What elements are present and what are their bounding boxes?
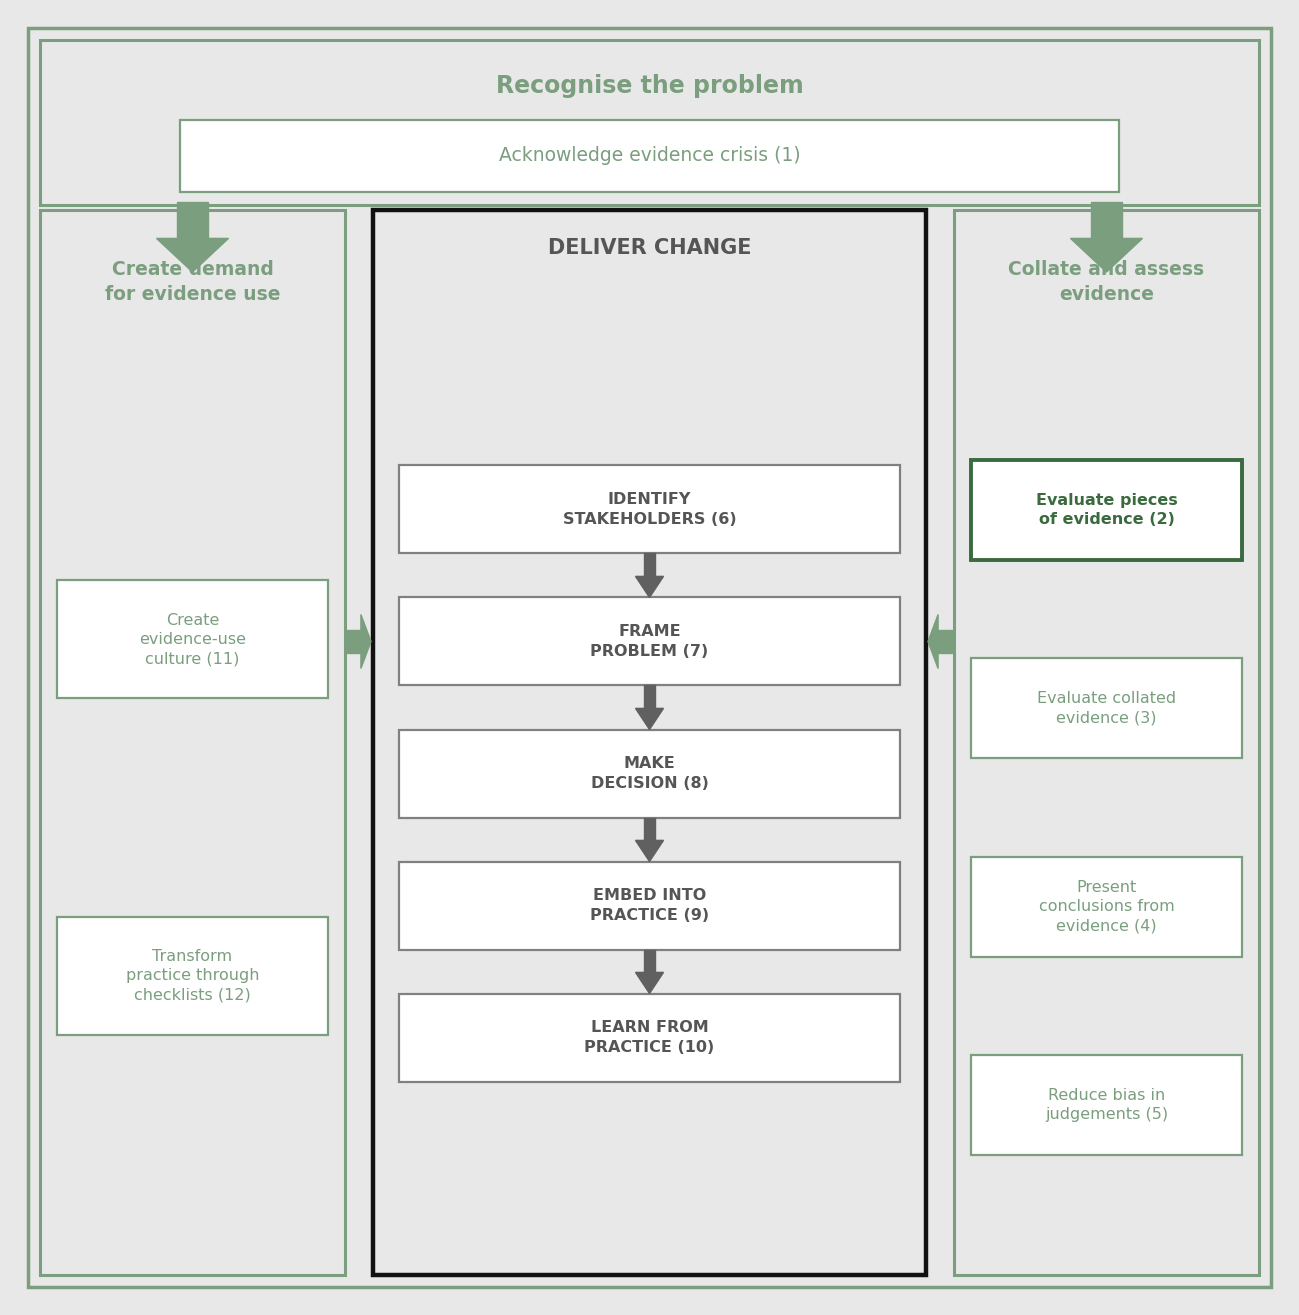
FancyBboxPatch shape xyxy=(970,460,1242,560)
FancyBboxPatch shape xyxy=(399,597,900,685)
FancyBboxPatch shape xyxy=(57,917,329,1035)
Polygon shape xyxy=(1070,238,1143,272)
Text: IDENTIFY
STAKEHOLDERS (6): IDENTIFY STAKEHOLDERS (6) xyxy=(562,492,737,526)
FancyBboxPatch shape xyxy=(970,659,1242,759)
FancyBboxPatch shape xyxy=(399,466,900,554)
Text: Collate and assess
evidence: Collate and assess evidence xyxy=(1008,260,1204,304)
Text: Evaluate pieces
of evidence (2): Evaluate pieces of evidence (2) xyxy=(1035,493,1177,527)
Polygon shape xyxy=(1091,203,1121,238)
Text: Create
evidence-use
culture (11): Create evidence-use culture (11) xyxy=(139,613,246,665)
FancyBboxPatch shape xyxy=(970,1055,1242,1155)
Polygon shape xyxy=(156,238,229,272)
Text: MAKE
DECISION (8): MAKE DECISION (8) xyxy=(591,756,708,790)
Text: Reduce bias in
judgements (5): Reduce bias in judgements (5) xyxy=(1044,1088,1168,1122)
Polygon shape xyxy=(927,614,938,668)
Polygon shape xyxy=(178,203,208,238)
Polygon shape xyxy=(643,818,656,840)
FancyBboxPatch shape xyxy=(373,210,926,1276)
Text: Transform
practice through
checklists (12): Transform practice through checklists (1… xyxy=(126,949,260,1002)
Text: FRAME
PROBLEM (7): FRAME PROBLEM (7) xyxy=(590,625,709,659)
Text: Acknowledge evidence crisis (1): Acknowledge evidence crisis (1) xyxy=(499,146,800,166)
Polygon shape xyxy=(635,576,664,597)
FancyBboxPatch shape xyxy=(953,210,1259,1276)
Polygon shape xyxy=(643,949,656,972)
FancyBboxPatch shape xyxy=(970,856,1242,956)
Text: LEARN FROM
PRACTICE (10): LEARN FROM PRACTICE (10) xyxy=(585,1020,714,1055)
FancyBboxPatch shape xyxy=(40,210,346,1276)
Polygon shape xyxy=(635,972,664,994)
Polygon shape xyxy=(347,630,361,652)
Polygon shape xyxy=(635,709,664,730)
Text: Create demand
for evidence use: Create demand for evidence use xyxy=(105,260,281,304)
Polygon shape xyxy=(635,840,664,861)
Polygon shape xyxy=(938,630,952,652)
Text: DELIVER CHANGE: DELIVER CHANGE xyxy=(548,238,751,258)
FancyBboxPatch shape xyxy=(181,120,1118,192)
FancyBboxPatch shape xyxy=(399,861,900,949)
FancyBboxPatch shape xyxy=(57,580,329,698)
FancyBboxPatch shape xyxy=(399,994,900,1081)
Polygon shape xyxy=(361,614,372,668)
Polygon shape xyxy=(643,685,656,709)
FancyBboxPatch shape xyxy=(40,39,1259,205)
FancyBboxPatch shape xyxy=(399,730,900,818)
FancyBboxPatch shape xyxy=(29,28,1270,1287)
Text: Evaluate collated
evidence (3): Evaluate collated evidence (3) xyxy=(1037,692,1176,726)
Text: Recognise the problem: Recognise the problem xyxy=(496,74,803,99)
Text: EMBED INTO
PRACTICE (9): EMBED INTO PRACTICE (9) xyxy=(590,889,709,923)
Text: Present
conclusions from
evidence (4): Present conclusions from evidence (4) xyxy=(1039,880,1174,934)
Polygon shape xyxy=(643,554,656,576)
